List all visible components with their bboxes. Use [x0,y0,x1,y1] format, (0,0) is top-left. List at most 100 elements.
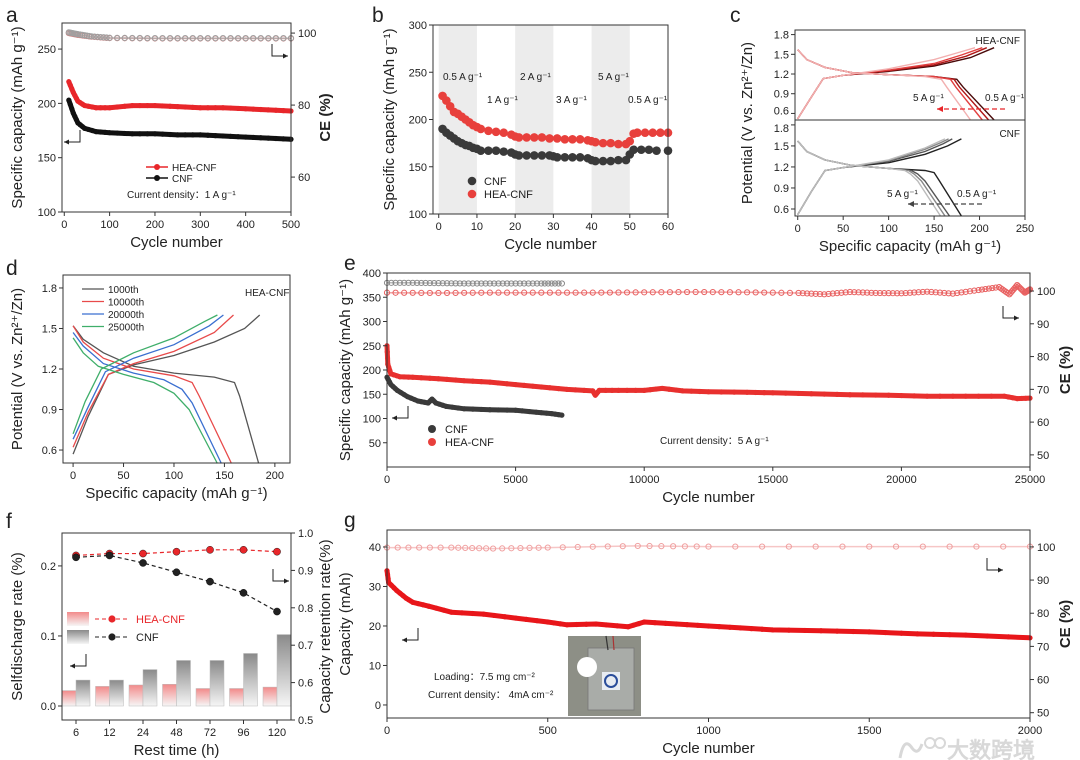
x-axis-label: Cycle number [662,489,755,506]
sample-label: HEA-CNF [245,288,289,299]
data-point [648,128,658,138]
series-capacity [384,568,1033,641]
legend-marker [154,175,160,181]
x-tick-label: 250 [1016,223,1034,235]
rate-label: 5 A g⁻¹ [598,72,630,83]
data-point [513,381,519,388]
y-tick-label: 250 [409,67,427,79]
data-point [435,376,442,382]
data-point [1018,395,1025,402]
y-tick-label: 300 [409,20,427,32]
retention-point [172,568,181,577]
data-point [688,388,694,394]
data-point [984,633,990,639]
data-point [227,105,234,111]
retention-point [206,546,214,554]
data-point [555,385,562,392]
data-point [629,145,638,155]
x-tick-label: 200 [266,470,284,482]
y-tick-label: 0.6 [42,445,57,457]
x-tick-label: 5000 [503,474,527,486]
subplot-title: HEA-CNF [976,36,1020,47]
retention-point [206,577,214,586]
x-tick-label: 200 [970,223,988,235]
data-point [480,611,487,617]
data-point [988,393,995,399]
cell-tab-wire [612,635,615,651]
y2-axis-label: CE (%) [1057,600,1074,648]
data-point [129,131,135,137]
y-tick-label: 100 [363,414,381,426]
data-point [190,104,196,110]
data-point [545,619,551,625]
panel-label: a [6,4,18,27]
data-point [614,139,623,149]
y-axis-label: Specific capacity (mAh g⁻¹) [381,28,398,210]
data-point [538,410,544,416]
y2-tick-label: 0.8 [298,603,313,615]
legend-label: CNF [172,174,193,185]
bar-hea-cnf [61,690,77,707]
plot-frame [62,274,291,464]
data-point [401,374,407,380]
data-point [606,138,615,148]
data-point [197,105,203,111]
legend-label: 1000th [108,285,139,296]
left-axis-arrow-icon [70,654,87,667]
data-point [537,133,547,142]
data-point [529,151,539,160]
subplot-hea-cnf: 0.6 0.9 1.2 1.5 1.8 HEA-CNF 5 A g⁻¹ 0.5 A g⁻¹ [774,29,1026,121]
data-point [705,623,712,629]
data-point [499,147,508,156]
data-point [860,392,866,398]
arrowhead-icon [70,663,75,669]
x-tick-label: 50 [117,470,129,482]
data-point [1023,395,1029,401]
watermark-logo-icon [898,742,924,759]
cell-tab-wire [605,635,609,651]
data-point [614,623,621,629]
data-point [575,135,585,144]
data-point [614,155,623,165]
x-tick-label: 96 [237,727,249,739]
y-tick-label: 1.5 [774,49,789,61]
data-point [476,124,486,134]
data-point [66,97,72,103]
data-point [593,621,599,627]
series-hea-cnf [66,79,294,114]
arrowhead-icon [392,415,397,421]
data-point [759,626,765,632]
data-point [606,156,615,166]
x-tick-label: 0 [61,219,67,231]
data-point [716,624,722,630]
data-point [1001,393,1007,399]
data-point [280,108,287,114]
x-tick-label: 25000 [1015,474,1046,486]
data-point [273,107,279,113]
y2-tick-label: 80 [1037,352,1049,364]
data-point [410,599,416,605]
data-point [69,106,75,112]
y-tick-label: 250 [363,341,381,353]
legend-label: HEA-CNF [484,189,533,201]
x-tick-label: 24 [137,727,149,739]
legend-label: 10000th [108,298,144,309]
legend-marker [467,176,477,186]
x-axis-label: Rest time (h) [134,742,220,759]
y-tick-label: 300 [363,317,381,329]
data-point [427,375,433,381]
data-point [975,393,982,399]
data-point [873,392,879,398]
data-point [647,387,653,393]
retention-point [105,551,114,560]
data-point [102,129,108,135]
y-tick-label: 0.9 [42,405,57,417]
data-point [523,616,529,622]
bar-cnf [109,679,124,707]
data-point [633,387,639,393]
x-tick-label: 2000 [1018,725,1042,737]
curve-line [797,138,946,215]
data-point [513,407,519,413]
data-point [426,603,432,609]
curve-line [797,47,983,120]
